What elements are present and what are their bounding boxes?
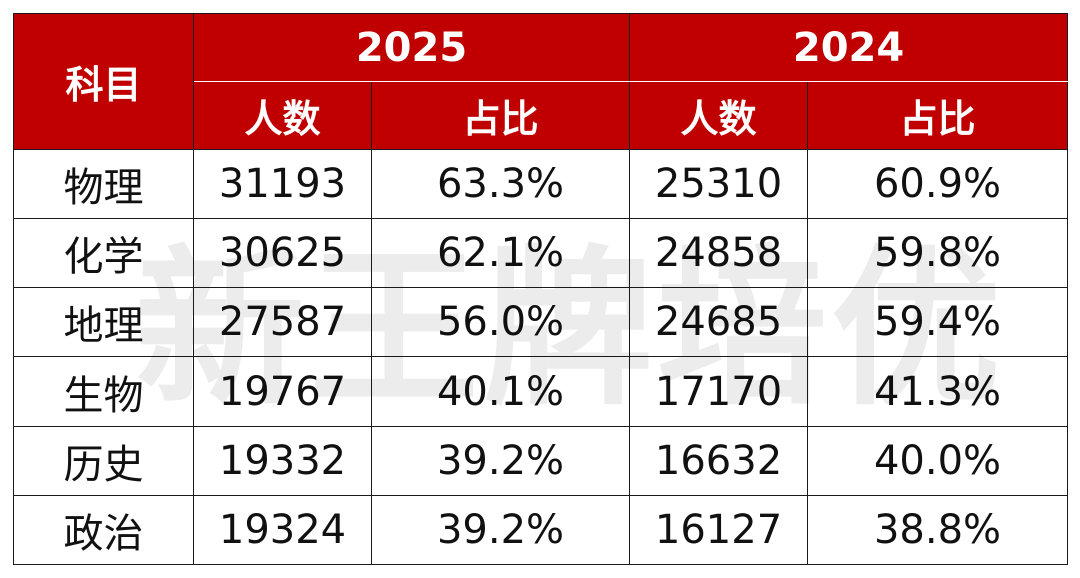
count-2025-cell: 19767 <box>193 356 372 427</box>
count-2024-cell: 25310 <box>629 148 809 220</box>
count-2025-cell: 30625 <box>193 218 372 289</box>
ratio-2025-cell: 63.3% <box>370 148 631 220</box>
table-row: 历史 19332 39.2% 16632 40.0% <box>13 425 1069 496</box>
ratio-header-2025: 占比 <box>370 81 631 150</box>
year-header-2025: 2025 <box>192 13 631 82</box>
ratio-2025-cell: 39.2% <box>370 494 631 566</box>
ratio-2024-cell: 38.8% <box>807 494 1069 566</box>
subject-stats-table: 科目 2025 2024 人数 占比 人数 占比 物理 31193 63.3% … <box>13 13 1069 566</box>
ratio-2024-cell: 59.8% <box>807 218 1069 289</box>
subject-cell: 物理 <box>13 148 194 220</box>
count-2024-cell: 17170 <box>629 356 809 427</box>
count-header-2025: 人数 <box>193 81 372 150</box>
ratio-2024-cell: 60.9% <box>807 148 1069 220</box>
subject-cell: 生物 <box>13 356 194 427</box>
ratio-2025-cell: 62.1% <box>370 218 631 289</box>
ratio-2025-cell: 40.1% <box>370 356 631 427</box>
table-row: 生物 19767 40.1% 17170 41.3% <box>13 356 1069 427</box>
subject-cell: 历史 <box>13 425 194 496</box>
ratio-header-2024: 占比 <box>807 81 1069 150</box>
count-2025-cell: 31193 <box>193 148 372 220</box>
header-row-years: 科目 2025 2024 <box>13 13 1069 150</box>
ratio-2024-cell: 40.0% <box>807 425 1069 496</box>
subject-cell: 政治 <box>13 494 194 566</box>
count-2024-cell: 24685 <box>629 287 809 358</box>
count-2024-cell: 16127 <box>629 494 809 566</box>
count-2025-cell: 27587 <box>193 287 372 358</box>
year-header-2024: 2024 <box>629 13 1069 82</box>
count-header-2024: 人数 <box>629 81 809 150</box>
count-2024-cell: 24858 <box>629 218 809 289</box>
count-2025-cell: 19332 <box>193 425 372 496</box>
count-2024-cell: 16632 <box>629 425 809 496</box>
ratio-2025-cell: 39.2% <box>370 425 631 496</box>
table-row: 物理 31193 63.3% 25310 60.9% <box>13 148 1069 220</box>
table-row: 化学 30625 62.1% 24858 59.8% <box>13 218 1069 289</box>
subject-column-header: 科目 <box>13 13 194 150</box>
subject-cell: 地理 <box>13 287 194 358</box>
ratio-2024-cell: 41.3% <box>807 356 1069 427</box>
ratio-2025-cell: 56.0% <box>370 287 631 358</box>
table-row: 政治 19324 39.2% 16127 38.8% <box>13 494 1069 566</box>
table-row: 地理 27587 56.0% 24685 59.4% <box>13 287 1069 358</box>
header-row-metrics: 人数 占比 人数 占比 <box>14 81 1069 150</box>
subject-cell: 化学 <box>13 218 194 289</box>
ratio-2024-cell: 59.4% <box>807 287 1069 358</box>
count-2025-cell: 19324 <box>193 494 372 566</box>
